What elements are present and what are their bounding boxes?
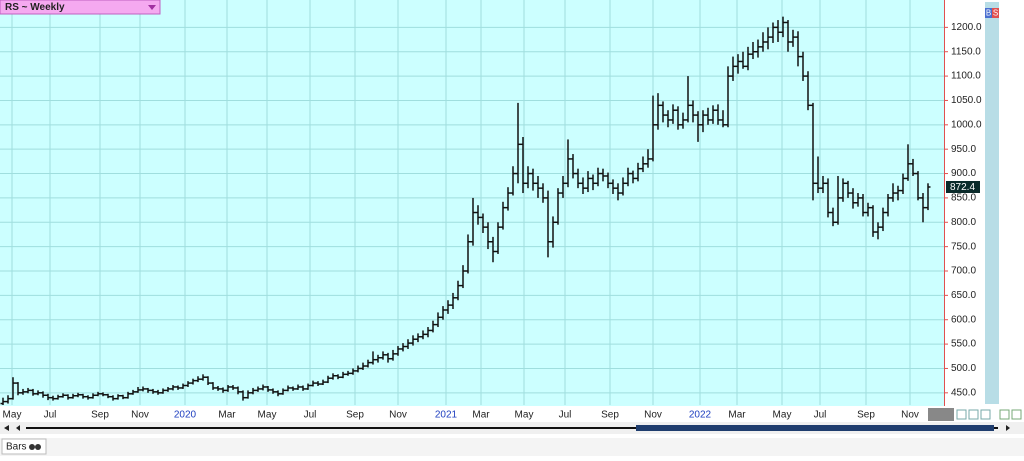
y-tick-label: 850.0 (951, 193, 976, 204)
zoom-button[interactable] (1011, 409, 1022, 420)
scroll-left[interactable] (4, 425, 9, 431)
tab-icon (29, 444, 35, 450)
corner-box (928, 408, 954, 421)
y-tick-label: 1000.0 (951, 119, 982, 130)
symbol-title[interactable]: RS ~ Weekly (5, 2, 65, 13)
y-tick-label: 900.0 (951, 168, 976, 179)
x-tick-label: Nov (901, 410, 919, 421)
y-tick-label: 950.0 (951, 144, 976, 155)
badge-s-bg[interactable] (992, 8, 999, 18)
symbol-selector[interactable] (0, 0, 161, 15)
scroll-thumb[interactable] (636, 425, 994, 431)
y-tick-label: 1100.0 (951, 71, 981, 82)
x-tick-label: Sep (857, 410, 875, 421)
x-tick-label: May (3, 410, 22, 421)
side-panel (985, 2, 999, 404)
x-tick-label: Sep (91, 410, 109, 421)
zoom-buttons (956, 409, 1022, 420)
bars-tab[interactable] (1, 438, 47, 455)
y-tick-label: 600.0 (951, 314, 976, 325)
dropdown-arrow[interactable] (148, 5, 156, 10)
tab-strip (0, 438, 1024, 456)
y-tick-label: 1200.0 (951, 22, 982, 33)
y-tick-label: 1050.0 (951, 95, 982, 106)
x-tick-label: Sep (346, 410, 364, 421)
x-tick-label: Mar (218, 410, 236, 421)
zoom-button[interactable] (980, 409, 991, 420)
bars (0, 16, 931, 405)
scroll-right[interactable] (1006, 425, 1010, 431)
y-tick-label: 550.0 (951, 339, 976, 350)
x-tick-label: May (258, 410, 277, 421)
scroll-step-left[interactable] (16, 425, 20, 431)
x-tick-label: May (515, 410, 534, 421)
zoom-button[interactable] (956, 409, 967, 420)
x-tick-label: Nov (389, 410, 407, 421)
x-tick-label: Jul (559, 410, 572, 421)
badge-s[interactable]: S (993, 9, 998, 18)
x-tick-label: Sep (601, 410, 619, 421)
y-tick-label: 500.0 (951, 363, 976, 374)
zoom-button[interactable] (968, 409, 979, 420)
y-tick-label: 800.0 (951, 217, 976, 228)
tab-icon (35, 444, 41, 450)
time-axis: May Jul Sep Nov 2020 Mar May Jul Sep Nov 2021 Mar Ma… (3, 410, 919, 421)
x-tick-label: Jul (304, 410, 317, 421)
badge-b[interactable]: B (986, 9, 991, 18)
grid (0, 0, 944, 405)
badge-b-bg[interactable] (985, 8, 992, 18)
y-tick-label: 450.0 (951, 387, 976, 398)
x-tick-label: Nov (131, 410, 149, 421)
x-tick-label: 2021 (435, 410, 458, 421)
x-tick-label: Nov (644, 410, 662, 421)
x-tick-label: Mar (728, 410, 746, 421)
x-tick-label: 2022 (689, 410, 712, 421)
y-tick-label: 650.0 (951, 290, 976, 301)
x-tick-label: Jul (44, 410, 57, 421)
x-tick-label: May (773, 410, 792, 421)
bars-tab-label[interactable]: Bars (6, 442, 27, 453)
x-tick-label: Jul (814, 410, 827, 421)
y-tick-label: 750.0 (951, 241, 976, 252)
zoom-button[interactable] (999, 409, 1010, 420)
x-tick-label: Mar (472, 410, 490, 421)
plot-background (0, 0, 944, 406)
y-tick-label: 700.0 (951, 266, 976, 277)
x-tick-label: 2020 (174, 410, 197, 421)
last-price-label: 872.4 (950, 182, 975, 193)
y-tick-label: 1150.0 (951, 46, 981, 57)
price-axis: 450.0 500.0 550.0 600.0 650.0 700.0 750.0 800.0… (944, 22, 982, 398)
last-price-box (946, 180, 980, 193)
